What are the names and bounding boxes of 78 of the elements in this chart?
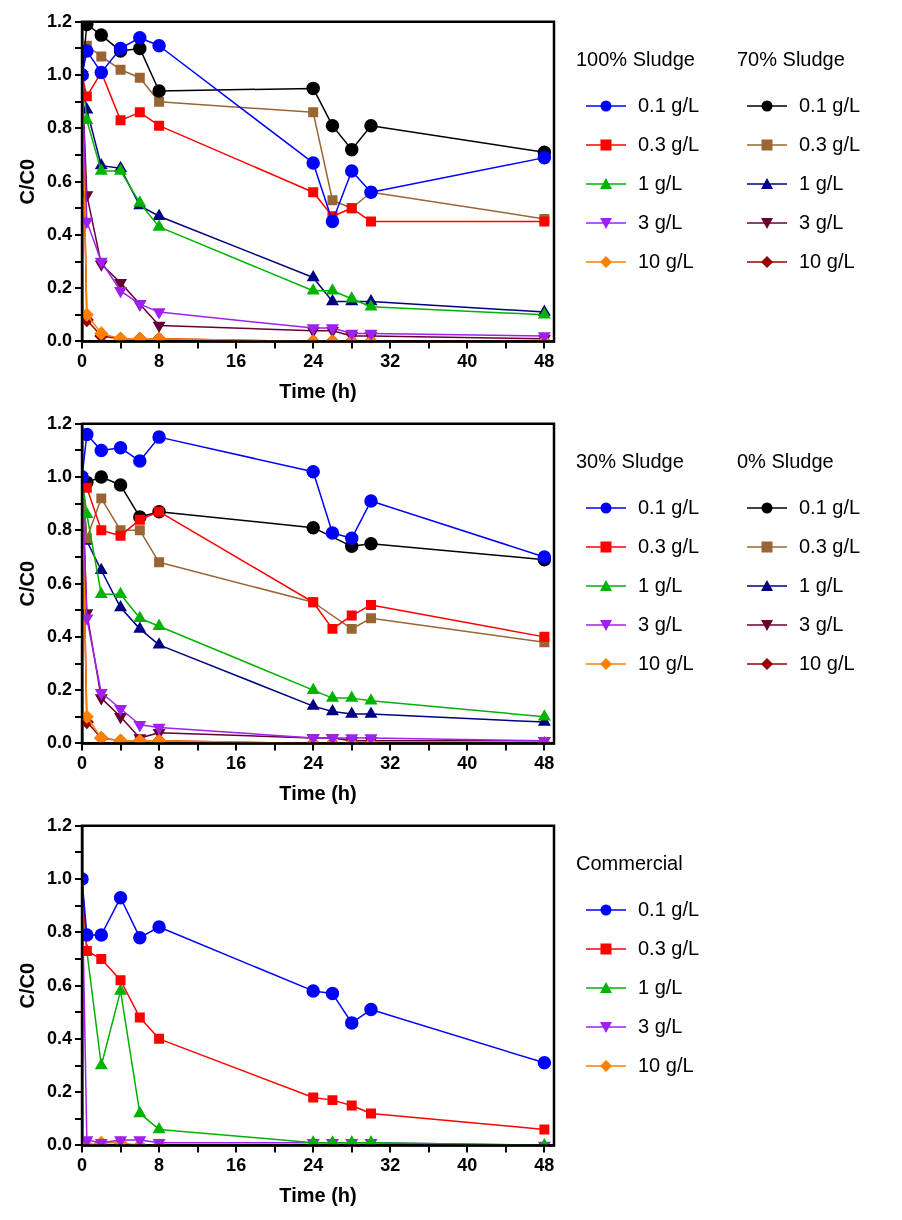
y-tick-label: 1.2 xyxy=(46,814,73,835)
legend-label: 10 g/L xyxy=(638,652,694,675)
legend-label: 10 g/L xyxy=(799,250,855,273)
y-tick-label: 0.8 xyxy=(46,921,73,942)
x-tick-label: 16 xyxy=(226,351,247,372)
y-tick-label: 1.2 xyxy=(46,10,73,31)
x-tick-label: 48 xyxy=(534,351,555,372)
x-tick-label: 24 xyxy=(303,1155,324,1176)
legend-label: 1 g/L xyxy=(799,172,844,195)
x-tick-label: 40 xyxy=(457,1155,478,1176)
y-axis-title: C/C0 xyxy=(15,158,38,205)
legend-label: 0.3 g/L xyxy=(799,133,861,156)
y-tick-label: 1.0 xyxy=(46,466,73,487)
y-tick-label: 1.0 xyxy=(46,64,73,85)
x-axis-title: Time (h) xyxy=(279,379,357,402)
x-tick-label: 8 xyxy=(154,1155,165,1176)
y-tick-label: 0.2 xyxy=(46,277,73,298)
legend-label: 1 g/L xyxy=(638,172,683,195)
legend-label: 10 g/L xyxy=(638,250,694,273)
x-tick-label: 0 xyxy=(77,1155,88,1176)
legend-label: 10 g/L xyxy=(638,1054,694,1077)
x-axis-title: Time (h) xyxy=(279,1183,357,1206)
x-tick-label: 0 xyxy=(77,753,88,774)
y-tick-label: 0.2 xyxy=(46,679,73,700)
legend-label: 3 g/L xyxy=(799,613,844,636)
x-tick-label: 40 xyxy=(457,351,478,372)
y-tick-label: 1.0 xyxy=(46,868,73,889)
x-tick-label: 32 xyxy=(380,753,401,774)
legend-label: 3 g/L xyxy=(638,211,683,234)
y-tick-label: 0.4 xyxy=(46,223,73,244)
x-tick-label: 8 xyxy=(154,351,165,372)
legend-label: 0.1 g/L xyxy=(799,94,861,117)
y-tick-label: 0.8 xyxy=(46,519,73,540)
text: 100% Sludge xyxy=(576,48,696,72)
legend-label: 3 g/L xyxy=(799,211,844,234)
x-tick-label: 24 xyxy=(303,351,324,372)
y-tick-label: 0.6 xyxy=(46,170,73,191)
text: 30% Sludge xyxy=(576,450,685,474)
legend-label: 0.3 g/L xyxy=(638,535,700,558)
legend-label: 0.1 g/L xyxy=(638,496,700,519)
y-tick-label: 0.4 xyxy=(46,625,73,646)
x-tick-label: 0 xyxy=(77,351,88,372)
legend-label: 0.1 g/L xyxy=(638,898,700,921)
x-tick-label: 48 xyxy=(534,753,555,774)
legend-label: 1 g/L xyxy=(638,976,683,999)
y-tick-label: 0.4 xyxy=(46,1027,73,1048)
y-tick-label: 1.2 xyxy=(46,412,73,433)
legend-label: 10 g/L xyxy=(799,652,855,675)
y-tick-label: 0.8 xyxy=(46,117,73,138)
x-tick-label: 8 xyxy=(154,753,165,774)
y-axis-title: C/C0 xyxy=(15,560,38,607)
text: 0% Sludge xyxy=(737,450,835,474)
x-tick-label: 40 xyxy=(457,753,478,774)
legend-label: 1 g/L xyxy=(638,574,683,597)
y-tick-label: 0.0 xyxy=(46,732,73,753)
text: 70% Sludge xyxy=(737,48,846,72)
legend-label: 3 g/L xyxy=(638,613,683,636)
x-tick-label: 32 xyxy=(380,1155,401,1176)
legend-label: 0.3 g/L xyxy=(638,133,700,156)
x-tick-label: 48 xyxy=(534,1155,555,1176)
legend-label: 0.1 g/L xyxy=(638,94,700,117)
text: Commercial xyxy=(576,852,684,876)
y-axis-title: C/C0 xyxy=(15,962,38,1009)
y-tick-label: 0.6 xyxy=(46,974,73,995)
legend-label: 1 g/L xyxy=(799,574,844,597)
x-tick-label: 16 xyxy=(226,1155,247,1176)
x-tick-label: 32 xyxy=(380,351,401,372)
legend-label: 0.1 g/L xyxy=(799,496,861,519)
x-tick-label: 24 xyxy=(303,753,324,774)
legend-label: 0.3 g/L xyxy=(638,937,700,960)
x-axis-title: Time (h) xyxy=(279,781,357,804)
y-tick-label: 0.6 xyxy=(46,572,73,593)
y-tick-label: 0.0 xyxy=(46,1134,73,1155)
legend-label: 0.3 g/L xyxy=(799,535,861,558)
y-tick-label: 0.0 xyxy=(46,330,73,351)
x-tick-label: 16 xyxy=(226,753,247,774)
legend-label: 3 g/L xyxy=(638,1015,683,1038)
y-tick-label: 0.2 xyxy=(46,1081,73,1102)
